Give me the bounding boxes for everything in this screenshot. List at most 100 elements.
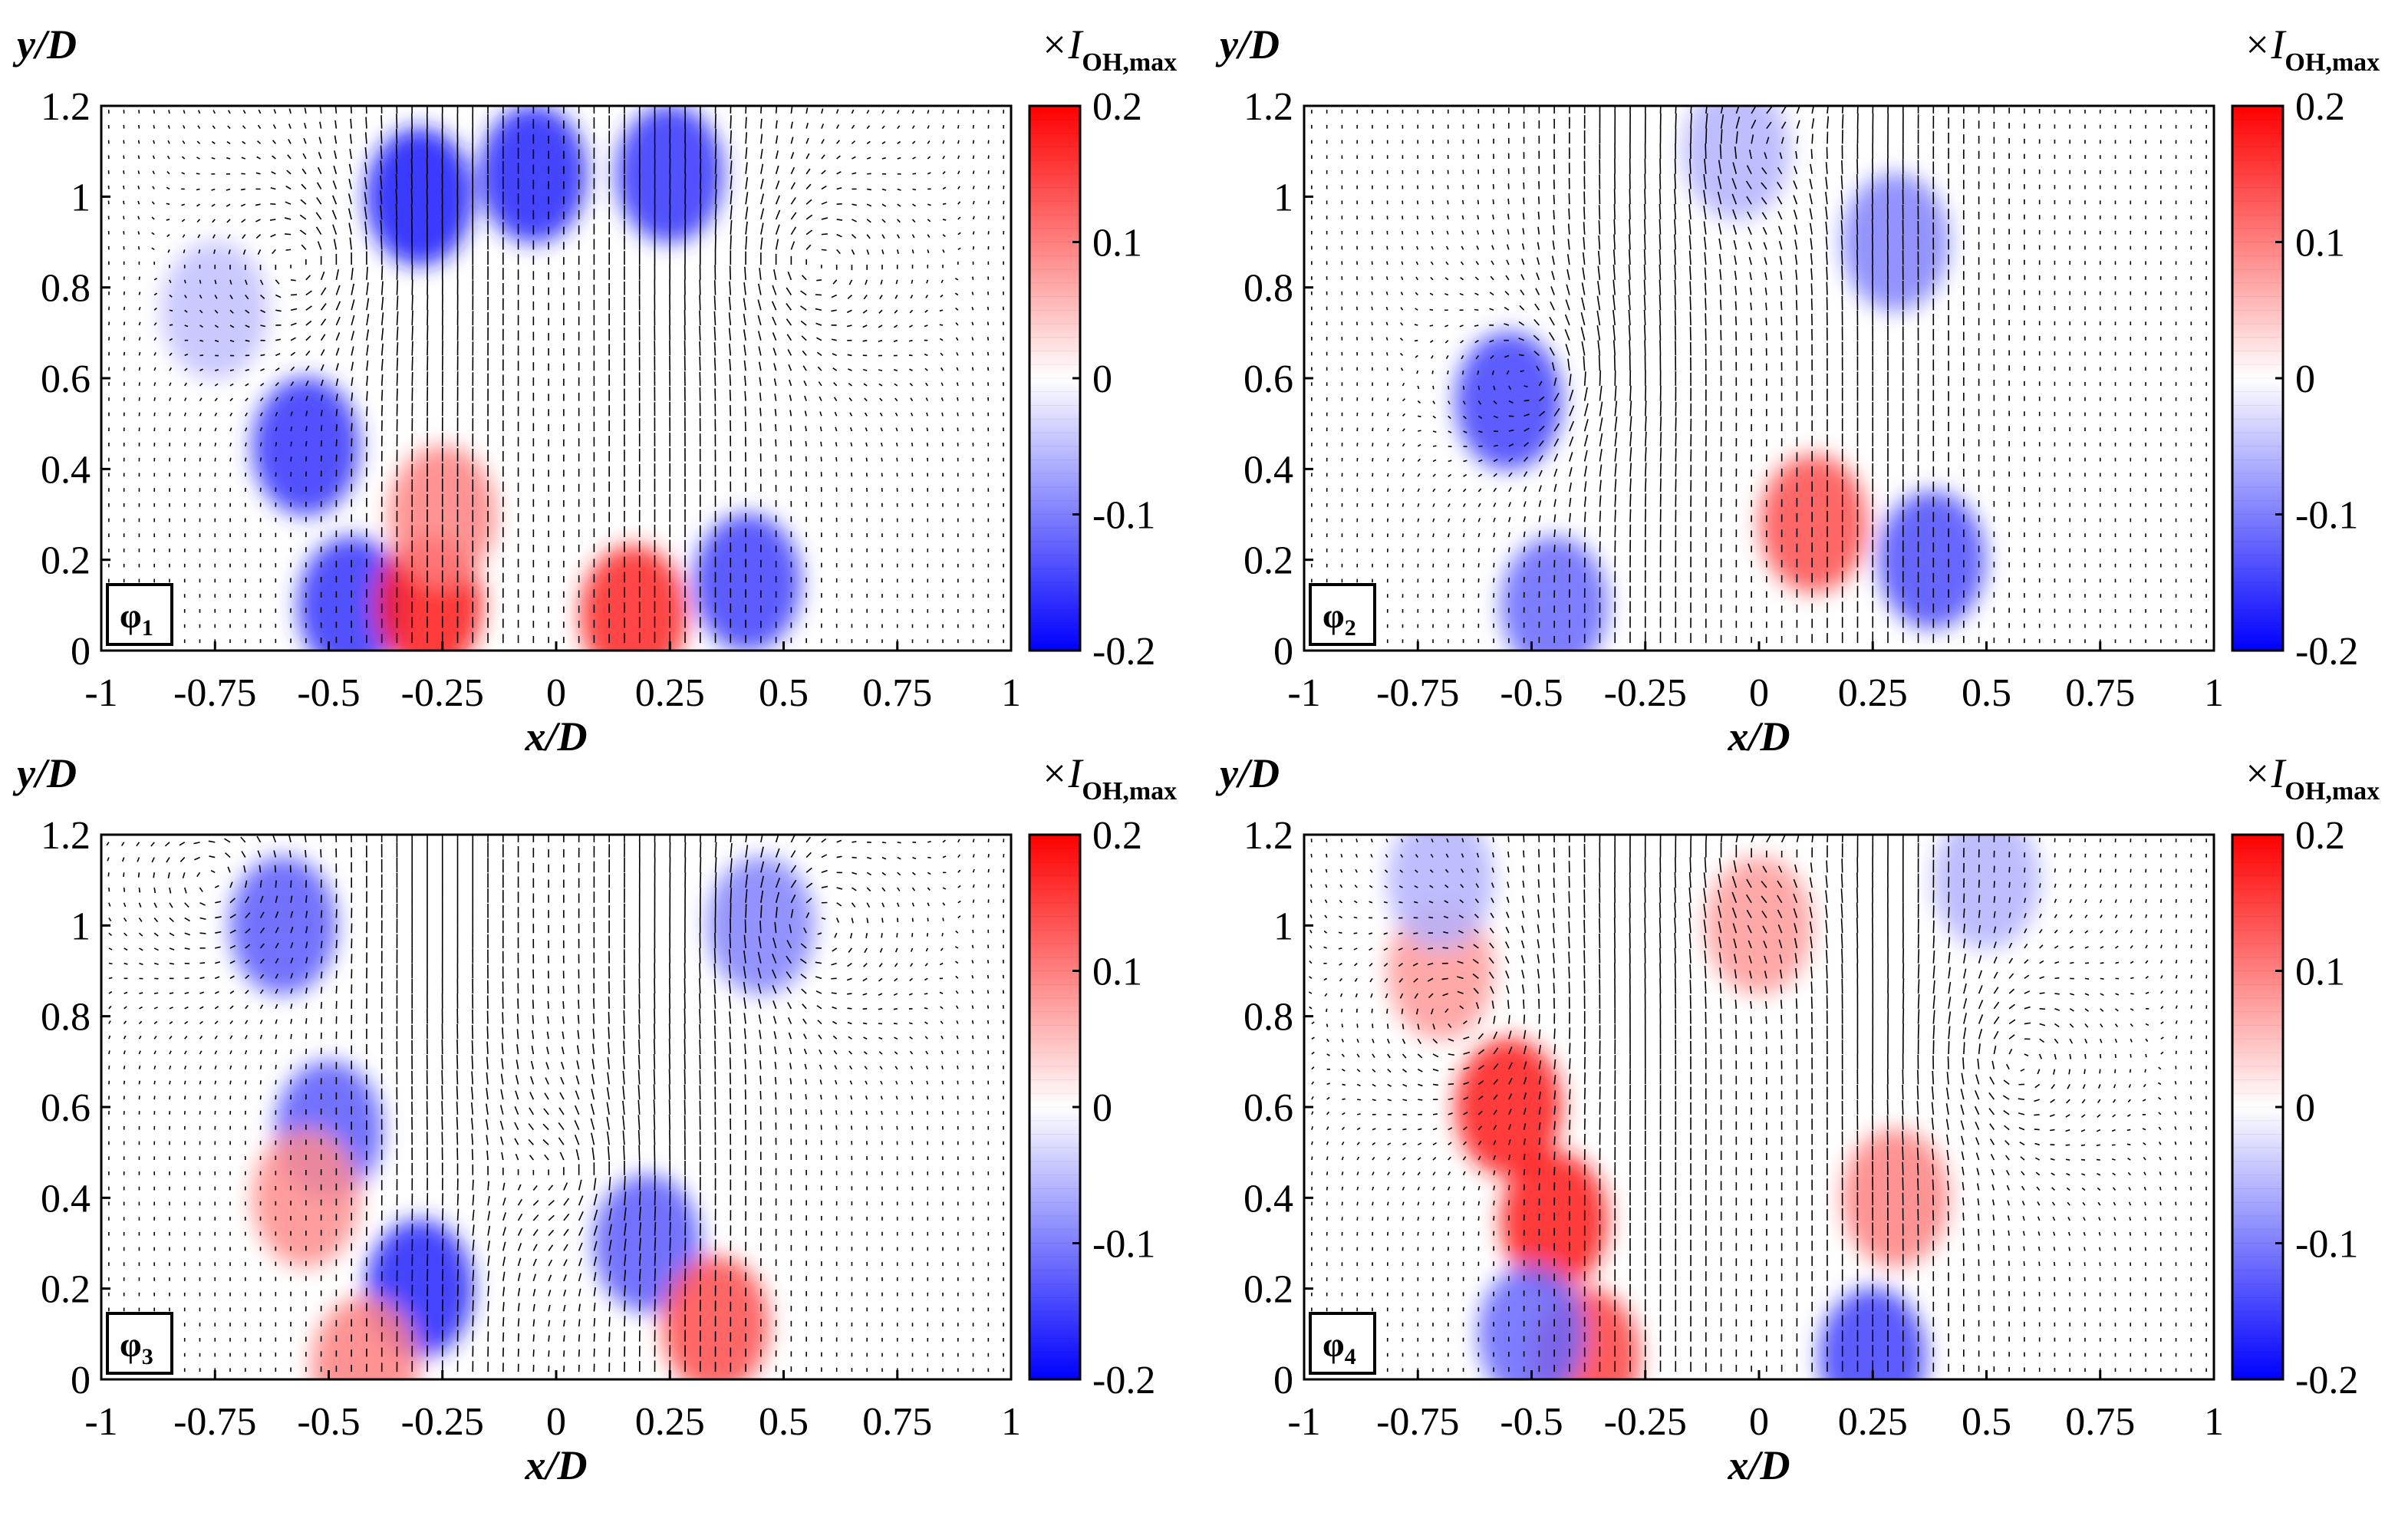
velocity-arrow [1629,203,1631,219]
velocity-arrow [1659,340,1662,356]
x-axis-label: x/D [1728,713,1790,760]
velocity-arrow [411,310,413,326]
velocity-arrow [942,110,944,114]
velocity-arrow [244,1080,247,1085]
velocity-arrow [320,1002,323,1009]
velocity-arrow [138,1065,141,1069]
velocity-arrow [836,186,842,190]
velocity-arrow [1748,242,1752,250]
velocity-arrow [745,147,748,160]
velocity-arrow [1448,430,1452,433]
velocity-arrow [290,351,296,357]
velocity-arrow [411,356,413,371]
velocity-arrow [805,137,809,144]
velocity-arrow [957,397,959,401]
velocity-arrow [1583,542,1586,552]
velocity-arrow [184,367,188,371]
velocity-arrow [153,352,156,356]
velocity-arrow [699,143,702,160]
velocity-arrow [427,341,429,356]
velocity-arrow [1553,545,1556,552]
velocity-arrow [152,186,155,189]
velocity-arrow [275,973,279,979]
velocity-arrow [910,397,914,402]
velocity-arrow [912,203,917,207]
velocity-arrow [287,154,292,160]
velocity-arrow [894,325,898,328]
velocity-arrow [153,902,157,908]
velocity-arrow [260,325,266,328]
velocity-arrow [819,426,822,432]
velocity-arrow [380,281,384,295]
velocity-arrow [229,412,233,417]
velocity-arrow [365,106,367,114]
velocity-arrow [866,219,871,223]
velocity-arrow [107,872,110,877]
velocity-arrow [1508,472,1513,477]
velocity-arrow [193,842,200,845]
velocity-arrow [229,309,234,314]
velocity-arrow [182,234,186,238]
velocity-arrow [305,1033,308,1040]
velocity-arrow [816,337,822,341]
velocity-arrow [1780,316,1783,326]
velocity-arrow [1475,261,1479,265]
velocity-arrow [1612,310,1616,326]
velocity-arrow [897,125,901,130]
velocity-arrow [275,353,281,357]
velocity-arrow [1432,548,1435,552]
velocity-arrow [1538,425,1545,432]
velocity-arrow [957,216,961,220]
panel-label-box [1309,583,1376,646]
velocity-arrow [1614,463,1617,477]
velocity-arrow [790,166,796,175]
velocity-arrow [1825,206,1828,220]
velocity-arrow [169,294,173,298]
velocity-arrow [259,927,265,934]
velocity-arrow [1460,277,1464,281]
velocity-arrow [1553,499,1556,507]
velocity-arrow [305,987,308,994]
velocity-arrow [760,237,763,250]
velocity-arrow [912,173,917,175]
velocity-arrow [957,412,959,417]
velocity-arrow [1675,448,1677,462]
velocity-arrow [1432,488,1436,493]
velocity-arrow [138,1080,140,1085]
velocity-arrow [911,110,914,114]
velocity-arrow [319,106,322,114]
velocity-arrow [1477,473,1483,477]
intensity-blob [229,856,338,995]
velocity-arrow [138,382,140,386]
velocity-arrow [199,1020,203,1025]
velocity-arrow [1732,162,1738,174]
velocity-arrow [1794,166,1798,175]
velocity-arrow [1718,238,1722,250]
velocity-arrow [1385,276,1388,280]
velocity-arrow [272,155,276,160]
velocity-arrow [1504,323,1510,326]
velocity-arrow [153,917,159,923]
velocity-arrow [164,842,170,847]
velocity-arrow [349,133,352,144]
velocity-arrow [351,299,355,311]
velocity-arrow [259,412,263,417]
velocity-arrow [760,149,763,160]
velocity-arrow [1794,224,1798,235]
velocity-arrow [183,249,186,254]
velocity-arrow [351,377,354,386]
velocity-arrow [1703,221,1707,235]
velocity-arrow [180,857,186,862]
velocity-arrow [909,325,913,328]
x-tick-label: -0.75 [173,671,256,715]
velocity-arrow [1705,298,1707,311]
velocity-arrow [1811,118,1815,129]
velocity-arrow [214,885,219,888]
velocity-arrow [1856,189,1859,205]
velocity-arrow [256,140,262,144]
velocity-arrow [1538,485,1542,493]
velocity-arrow [972,246,975,250]
velocity-arrow [805,456,807,462]
velocity-arrow [942,155,946,160]
velocity-arrow [120,842,125,846]
